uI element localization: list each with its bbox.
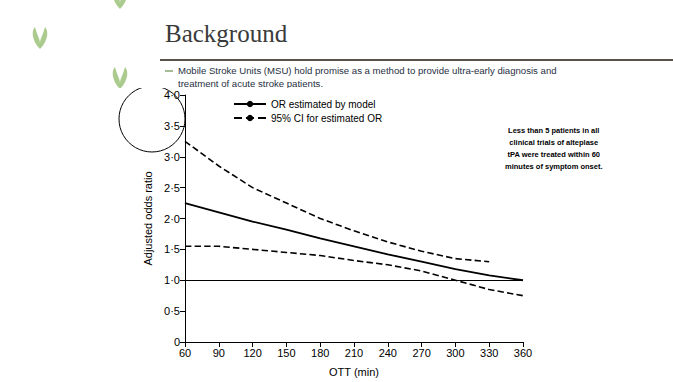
svg-text:clinical trials of alteplase: clinical trials of alteplase: [509, 138, 598, 147]
svg-text:360: 360: [514, 347, 532, 359]
svg-text:3·0: 3·0: [164, 151, 180, 163]
svg-text:240: 240: [379, 347, 397, 359]
svg-text:120: 120: [243, 347, 261, 359]
svg-text:2·0: 2·0: [164, 213, 180, 225]
svg-text:OR estimated by model: OR estimated by model: [271, 99, 376, 110]
svg-text:1·0: 1·0: [164, 274, 180, 286]
svg-text:OTT (min): OTT (min): [329, 366, 379, 378]
html-text:Mobile Stroke Units (MSU) hold: Mobile Stroke Units (MSU) hold promise a…: [178, 65, 557, 89]
svg-text:60: 60: [179, 347, 191, 359]
svg-text:95% CI for estimated OR: 95% CI for estimated OR: [271, 113, 382, 124]
svg-text:4·0: 4·0: [164, 89, 180, 101]
svg-text:210: 210: [345, 347, 363, 359]
svg-text:0: 0: [173, 336, 180, 348]
svg-text:180: 180: [311, 347, 329, 359]
svg-text:minutes of symptom onset.: minutes of symptom onset.: [505, 162, 603, 171]
svg-text:1·5: 1·5: [164, 243, 180, 255]
svg-text:330: 330: [480, 347, 498, 359]
svg-text:3·5: 3·5: [164, 120, 180, 132]
html-text:Background: Background: [165, 20, 288, 47]
svg-text:tPA were treated within 60: tPA were treated within 60: [507, 150, 600, 159]
svg-text:270: 270: [412, 347, 430, 359]
svg-text:150: 150: [277, 347, 295, 359]
svg-text:2·5: 2·5: [164, 182, 180, 194]
svg-text:90: 90: [213, 347, 225, 359]
svg-text:Adjusted odds ratio: Adjusted odds ratio: [142, 171, 154, 265]
svg-text:Less than 5 patients in all: Less than 5 patients in all: [508, 126, 599, 135]
svg-text:300: 300: [446, 347, 464, 359]
svg-text:0·5: 0·5: [164, 305, 180, 317]
